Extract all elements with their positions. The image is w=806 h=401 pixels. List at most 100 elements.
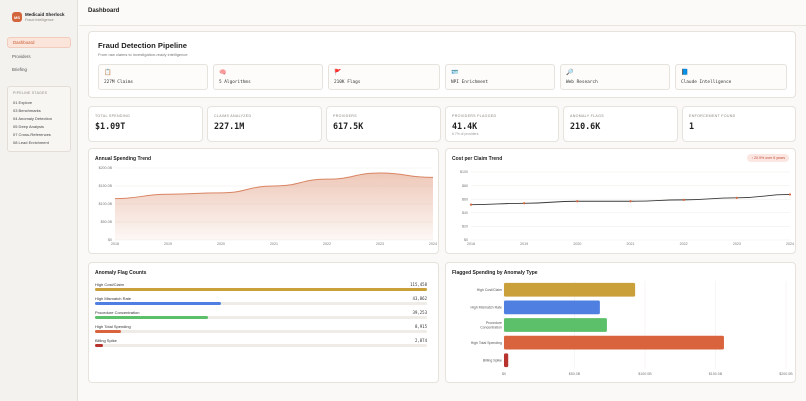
- stat-value: 617.5K: [333, 121, 364, 131]
- flag-track: [95, 344, 427, 347]
- flag-count: 2,874: [414, 338, 427, 343]
- page-title: Dashboard: [88, 8, 120, 14]
- data-point: [682, 198, 685, 201]
- y-tick-label: $0: [108, 238, 112, 242]
- pipeline-step-flags: 🚩 210K Flags: [328, 64, 440, 90]
- brand-logo: MS: [12, 12, 22, 22]
- nav-item-briefing[interactable]: Briefing: [12, 67, 27, 72]
- pipeline-card: Fraud Detection Pipeline From raw claims…: [88, 31, 796, 98]
- panel-title: Annual Spending Trend: [95, 156, 152, 162]
- flag-name: High Total Spending: [95, 324, 131, 329]
- id-card-icon: 🪪: [451, 70, 459, 76]
- flag-name: High Mismatch Rate: [95, 296, 132, 301]
- flagged-spending-chart: $0 $50.0B $100.0B $150.0B $200.0B High Cost/C…: [470, 281, 793, 376]
- brain-icon: 🧠: [219, 70, 227, 76]
- x-tick-label: 2018: [467, 242, 475, 246]
- step-label: 5 Algorithms: [219, 80, 251, 85]
- x-tick-label: 2024: [786, 242, 794, 246]
- sidebar: MS Medicaid Sherlock Fraud Intelligence …: [0, 0, 78, 401]
- category-label: Concentration: [480, 325, 502, 329]
- stat-label: ENFORCEMENT FOUND: [689, 114, 736, 118]
- stat-label: TOTAL SPENDING: [95, 114, 131, 118]
- x-tick-label: 2018: [111, 242, 119, 246]
- nav-item-dashboard[interactable]: Dashboard: [7, 37, 71, 48]
- stage-link[interactable]: 07 Cross-References: [13, 132, 51, 137]
- stat-card-claims: CLAIMS ANALYZED 227.1M: [207, 106, 322, 142]
- flag-row: High Mismatch Rate 43,862: [95, 296, 427, 306]
- stat-value: 41.4K: [452, 121, 478, 131]
- stat-card-total-spending: TOTAL SPENDING $1.09T: [88, 106, 203, 142]
- panel-title: Flagged Spending by Anomaly Type: [452, 270, 538, 276]
- x-tick-label: $0: [502, 372, 506, 376]
- flag-name: High Cost/Claim: [95, 282, 124, 287]
- y-tick-label: $100: [460, 170, 468, 174]
- clipboard-icon: 📋: [104, 70, 112, 76]
- y-tick-label: $200.0B: [99, 166, 113, 170]
- stage-link[interactable]: 05 Deep Analysis: [13, 124, 44, 129]
- step-label: 227M Claims: [104, 80, 134, 85]
- flag-count: 39,253: [412, 310, 427, 315]
- book-icon: 📘: [681, 70, 689, 76]
- pipeline-step-claude: 📘 Claude Intelligence: [675, 64, 787, 90]
- flag-bar: [95, 344, 104, 347]
- stat-card-providers-flagged: PROVIDERS FLAGGED 41.4K 6.7% of provider…: [445, 106, 559, 142]
- category-label: Procedure: [486, 321, 502, 325]
- brand[interactable]: MS Medicaid Sherlock Fraud Intelligence: [8, 9, 74, 27]
- bar: [504, 318, 607, 332]
- y-tick-label: $20: [462, 225, 468, 229]
- x-tick-label: $200.0B: [779, 372, 793, 376]
- flag-count: 8,915: [414, 324, 427, 329]
- stat-value: 227.1M: [214, 121, 245, 131]
- flag-track: [95, 288, 427, 291]
- y-tick-label: $60: [462, 197, 468, 201]
- stage-link[interactable]: 03 Benchmarks: [13, 108, 41, 113]
- x-tick-label: 2021: [627, 242, 635, 246]
- flag-row: Billing Spike 2,874: [95, 338, 427, 348]
- pipeline-step-claims: 📋 227M Claims: [98, 64, 208, 90]
- data-point: [469, 203, 473, 206]
- x-tick-label: $50.0B: [569, 372, 581, 376]
- data-point: [788, 193, 792, 196]
- x-tick-label: 2021: [270, 242, 278, 246]
- flag-icon: 🚩: [334, 70, 342, 76]
- step-label: Web Research: [566, 80, 598, 85]
- stage-link[interactable]: 04 Anomaly Detection: [13, 116, 52, 121]
- magnifier-icon: 🔎: [566, 70, 574, 76]
- x-tick-label: 2024: [429, 242, 437, 246]
- spending-trend-chart: $0 $50.0B $100.0B $150.0B $200.0B 2018 2019 202…: [99, 166, 437, 246]
- x-tick-label: 2023: [376, 242, 384, 246]
- stage-link[interactable]: 08 Lead Enrichment: [13, 140, 49, 145]
- brand-name: Medicaid Sherlock: [25, 12, 65, 17]
- step-label: 210K Flags: [334, 80, 361, 85]
- step-label: Claude Intelligence: [681, 80, 732, 85]
- stat-label: ANOMALY FLAGS: [570, 114, 604, 118]
- data-point: [576, 200, 579, 203]
- spending-trend-panel: Annual Spending Trend $0 $50.0B $100.0B $15…: [88, 148, 439, 254]
- bar: [504, 353, 509, 368]
- panel-title: Cost per Claim Trend: [452, 156, 503, 162]
- x-tick-label: 2023: [733, 242, 741, 246]
- stage-link[interactable]: 01 Explore: [13, 100, 33, 105]
- bar: [504, 282, 636, 297]
- flag-track: [95, 302, 427, 305]
- y-tick-label: $80: [462, 184, 468, 188]
- x-tick-label: 2020: [573, 242, 581, 246]
- trend-badge: ↑ 20.9% over 6 years: [747, 154, 789, 162]
- series-line: [114, 172, 434, 200]
- x-tick-label: $150.0B: [709, 372, 723, 376]
- flag-row: Procedure Concentration 39,253: [95, 310, 427, 320]
- flag-bar: [95, 302, 222, 305]
- bar: [504, 300, 600, 315]
- y-tick-label: $50.0B: [101, 220, 113, 224]
- pipeline-step-algorithms: 🧠 5 Algorithms: [213, 64, 323, 90]
- pipeline-stages-title: PIPELINE STAGES: [13, 91, 48, 95]
- stat-card-providers: PROVIDERS 617.5K: [326, 106, 441, 142]
- nav-item-providers[interactable]: Providers: [12, 54, 31, 59]
- y-tick-label: $150.0B: [99, 184, 113, 188]
- flag-name: Billing Spike: [95, 338, 117, 343]
- category-label: High Total Spending: [471, 341, 502, 345]
- flag-bar: [95, 288, 427, 291]
- panel-title: Anomaly Flag Counts: [95, 270, 147, 276]
- flag-bar: [95, 330, 121, 333]
- cost-per-claim-chart: $0 $20 $40 $60 $80 $100 2018 2019 2020 2021 2022 20…: [460, 170, 794, 246]
